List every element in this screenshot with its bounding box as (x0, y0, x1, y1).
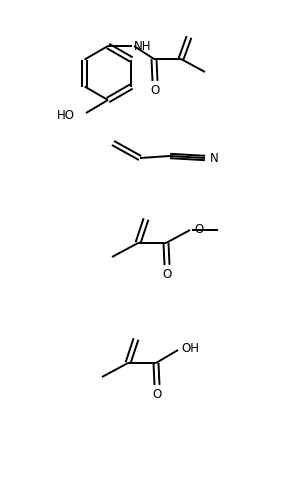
Text: N: N (210, 152, 218, 164)
Text: O: O (194, 222, 204, 236)
Text: NH: NH (134, 39, 152, 53)
Text: O: O (163, 268, 172, 280)
Text: HO: HO (57, 109, 75, 121)
Text: O: O (152, 387, 162, 401)
Text: OH: OH (181, 343, 199, 355)
Text: O: O (150, 83, 160, 97)
